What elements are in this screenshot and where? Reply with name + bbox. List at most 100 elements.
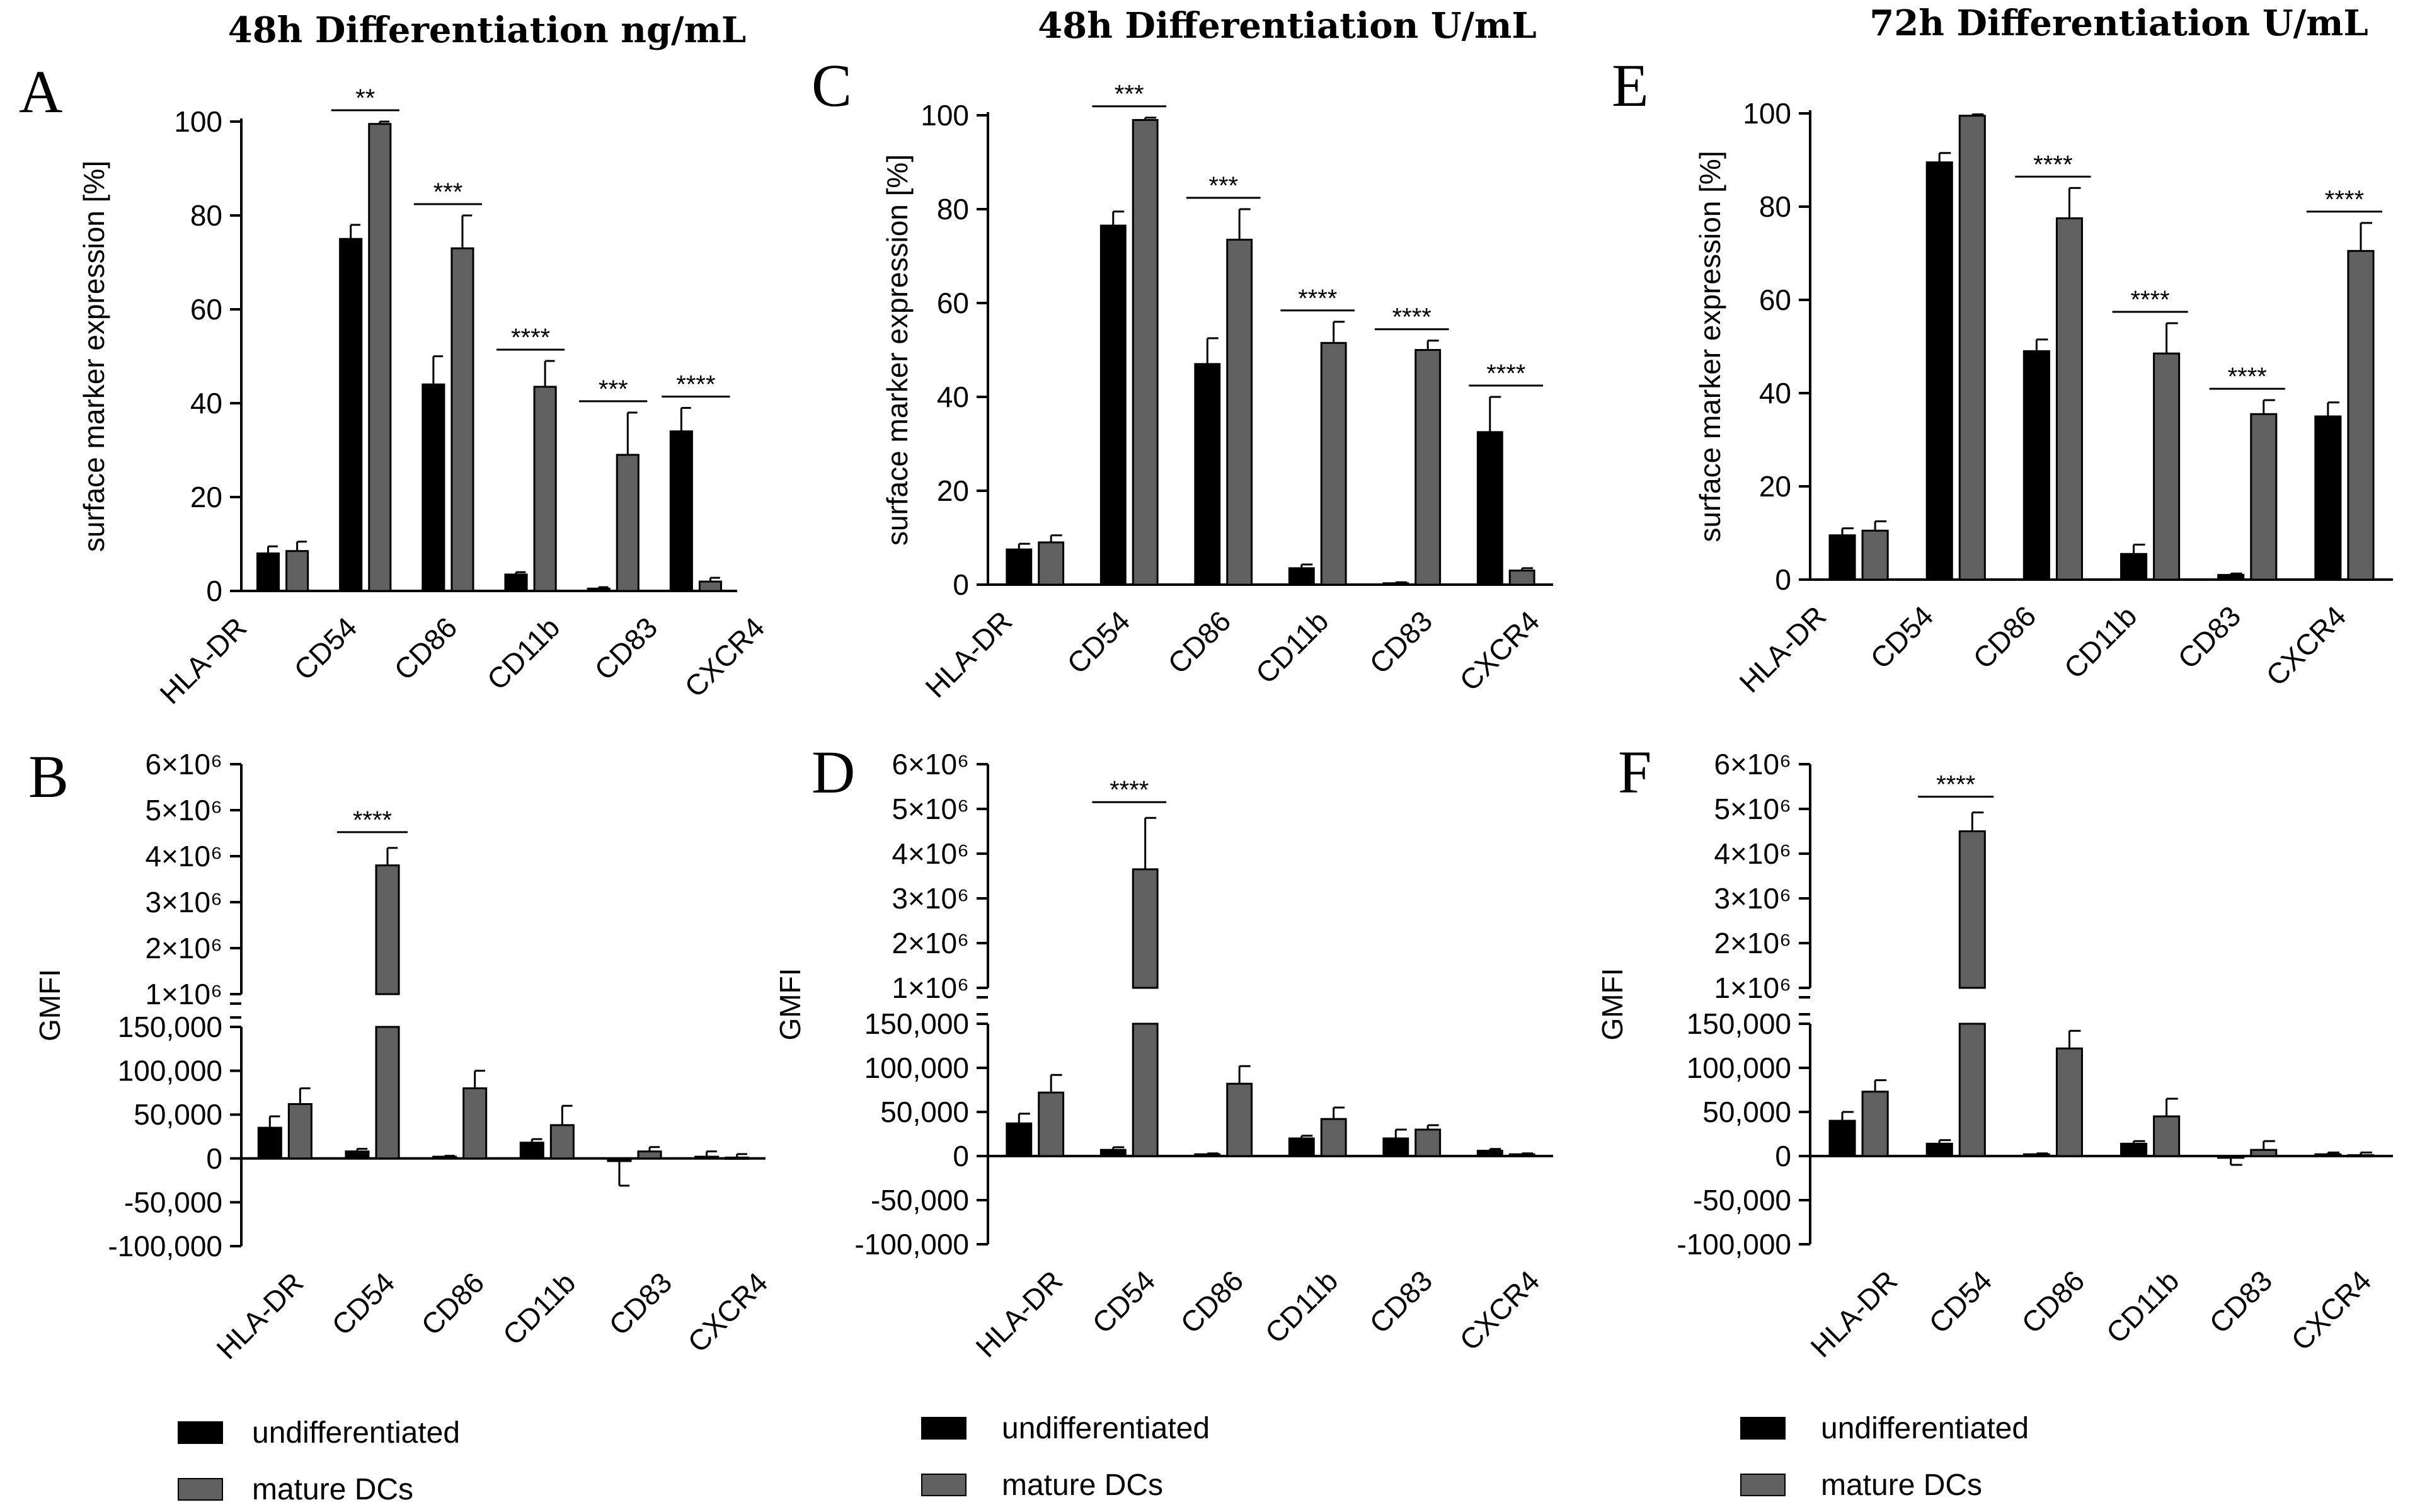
y-tick-label: 100,000 [118, 1055, 222, 1087]
bar-mature-CD83 [616, 454, 640, 592]
bar-mature-CD11b [2153, 1115, 2181, 1157]
bar-mature-CD86 [2055, 217, 2084, 581]
significance-label: **** [1486, 360, 1525, 387]
y-tick-label: 60 [937, 287, 969, 319]
bar-undifferentiated-CD83 [607, 1157, 632, 1162]
significance-label: **** [1110, 776, 1149, 804]
category-label: HLA-DR [1733, 600, 1832, 699]
category-label: CD83 [2171, 600, 2247, 675]
y-tick-label: 100 [174, 105, 222, 138]
bar-undifferentiated-HLA-DR [257, 1126, 282, 1160]
bar-mature-CD54-lower [375, 1026, 400, 1160]
y-axis-label: surface marker expression [%] [1694, 151, 1726, 542]
y-tick-label: 3×10⁶ [1714, 882, 1791, 915]
y-tick-label: 40 [190, 387, 222, 420]
category-label: CD83 [602, 1266, 678, 1342]
bar-undifferentiated-CD54 [1925, 1142, 1953, 1157]
legend-label-undifferentiated: undifferentiated [1002, 1412, 1210, 1445]
bar-mature-CD54 [368, 123, 392, 592]
bar-mature-HLA-DR [285, 550, 309, 592]
bar-undifferentiated-CD11b [1288, 567, 1315, 586]
category-label: CD11b [496, 1266, 582, 1352]
category-label: CXCR4 [2285, 1264, 2377, 1357]
bar-mature-HLA-DR [1038, 541, 1065, 586]
bar-undifferentiated-CD11b [2120, 1142, 2148, 1157]
y-tick-label: 20 [937, 474, 969, 507]
y-tick-label: 2×10⁶ [892, 927, 969, 959]
bar-mature-CD83 [2250, 1148, 2278, 1157]
bar-mature-HLA-DR [1861, 529, 1889, 581]
y-tick-label: 6×10⁶ [892, 748, 969, 781]
category-label: HLA-DR [969, 1264, 1069, 1364]
bar-mature-CD54-lower [1958, 1022, 1986, 1157]
legend-swatch-undifferentiated [921, 1417, 967, 1440]
bar-mature-CD86 [462, 1087, 488, 1160]
bar-mature-CD83 [1414, 1128, 1442, 1157]
bar-mature-CD83 [637, 1150, 662, 1160]
bar-undifferentiated-CD86 [432, 1155, 457, 1160]
bar-mature-HLA-DR [287, 1102, 313, 1160]
bar-mature-CD54-upper [375, 864, 400, 995]
bar-mature-CXCR4 [2347, 249, 2375, 581]
panel-letter: C [812, 52, 852, 119]
legend-swatch-mature [921, 1474, 967, 1496]
category-label: CXCR4 [681, 1266, 774, 1359]
bar-undifferentiated-CD86 [422, 383, 445, 592]
y-tick-label: 0 [1775, 1140, 1791, 1172]
panel-f: F -100,000 -50,000 0 50,000 100,000 150,0001×1… [1596, 738, 2393, 1363]
category-label: CD11b [1259, 1264, 1345, 1350]
legend-label-undifferentiated: undifferentiated [252, 1416, 460, 1450]
y-tick-label: 6×10⁶ [1714, 748, 1791, 781]
bar-undifferentiated-CD54 [1099, 224, 1127, 586]
bar-undifferentiated-HLA-DR [1006, 548, 1033, 586]
bar-undifferentiated-CD86 [1194, 1153, 1221, 1157]
bar-mature-CD54-upper [1958, 830, 1986, 989]
category-label: CD86 [2015, 1264, 2091, 1340]
category-label: CD83 [2203, 1264, 2278, 1340]
legend-label-mature: mature DCs [1002, 1469, 1163, 1502]
y-tick-label: 60 [190, 293, 222, 326]
bar-undifferentiated-CXCR4 [669, 430, 693, 592]
significance-label: **** [2130, 286, 2169, 314]
y-tick-label: 4×10⁶ [1714, 837, 1791, 870]
y-tick-label: -50,000 [871, 1184, 969, 1217]
y-tick-label: 3×10⁶ [145, 886, 222, 919]
y-tick-label: -100,000 [108, 1230, 222, 1263]
category-label: HLA-DR [210, 1266, 309, 1366]
panel-letter: E [1612, 52, 1649, 119]
category-label: CD86 [1174, 1264, 1249, 1340]
category-label: CD86 [1966, 600, 2042, 675]
y-tick-label: 4×10⁶ [892, 837, 969, 870]
bar-undifferentiated-CD83 [2217, 574, 2245, 581]
bar-undifferentiated-CD86 [2022, 350, 2050, 581]
y-tick-label: 6×10⁶ [145, 748, 222, 781]
significance-label: **** [676, 370, 715, 398]
bar-mature-CD83 [1414, 349, 1442, 586]
y-tick-label: 40 [1759, 377, 1791, 410]
category-label: HLA-DR [1804, 1264, 1903, 1364]
panel-letter: F [1618, 738, 1651, 806]
bar-mature-CXCR4 [725, 1156, 750, 1160]
y-tick-label: 50,000 [1702, 1096, 1791, 1128]
y-tick-label: -50,000 [124, 1186, 222, 1218]
y-tick-label: 150,000 [118, 1011, 222, 1043]
bar-undifferentiated-CXCR4 [1476, 1150, 1503, 1157]
y-tick-label: 5×10⁶ [1714, 793, 1791, 825]
y-tick-label: 50,000 [134, 1098, 222, 1131]
bar-undifferentiated-HLA-DR [256, 552, 280, 592]
significance-label: **** [1392, 304, 1431, 331]
bar-mature-CD11b [2153, 352, 2181, 581]
bar-mature-CD86 [1226, 1082, 1253, 1157]
bar-mature-CD54-lower [1132, 1022, 1159, 1157]
significance-label: *** [599, 375, 628, 403]
category-label: CD83 [1363, 1264, 1438, 1340]
bar-mature-CD86 [1226, 238, 1253, 586]
category-label: CD11b [481, 611, 566, 697]
bar-mature-CD11b [549, 1124, 575, 1160]
bar-mature-HLA-DR [1861, 1091, 1889, 1157]
y-tick-label: -100,000 [1677, 1228, 1791, 1261]
legend-label-mature: mature DCs [252, 1473, 413, 1506]
legend-col-1: undifferentiated mature DCs [178, 1416, 460, 1506]
bar-undifferentiated-CD86 [2022, 1153, 2050, 1157]
y-tick-label: 0 [206, 1142, 222, 1175]
